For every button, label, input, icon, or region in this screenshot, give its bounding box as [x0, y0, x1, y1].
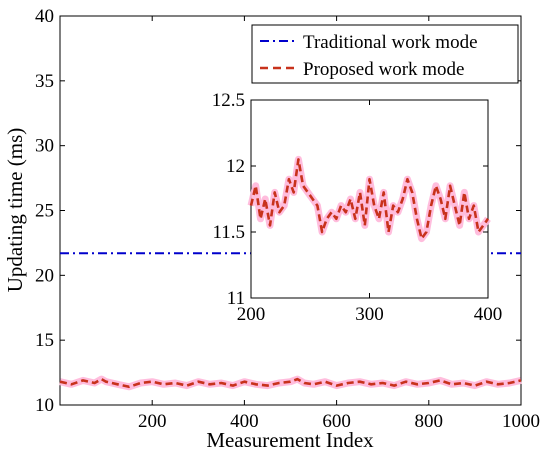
main-x-tick-label: 1000 [502, 411, 540, 432]
main-y-tick-label: 20 [35, 265, 54, 286]
inset-x-tick-label: 400 [474, 304, 503, 325]
main-y-tick-label: 35 [35, 71, 54, 92]
x-axis-title: Measurement Index [206, 428, 374, 452]
inset-x-tick-label: 300 [355, 304, 384, 325]
main-y-tick-label: 30 [35, 136, 54, 157]
main-x-tick-label: 800 [415, 411, 444, 432]
inset-y-tick-label: 11 [227, 288, 245, 309]
y-axis-title: Updating time (ms) [3, 128, 27, 292]
main-x-tick-label: 200 [138, 411, 167, 432]
legend-proposed-label: Proposed work mode [303, 59, 464, 80]
legend-traditional-label: Traditional work mode [303, 32, 478, 53]
legend: Traditional work mode Proposed work mode [252, 25, 518, 83]
inset-y-tick-label: 12 [226, 156, 245, 177]
main-y-tick-label: 25 [35, 201, 54, 222]
inset-y-tick-label: 12.5 [212, 90, 245, 111]
main-y-tick-label: 15 [35, 330, 54, 351]
inset-y-tick-label: 11.5 [212, 222, 245, 243]
main-y-tick-label: 10 [35, 395, 54, 416]
main-y-tick-label: 40 [35, 6, 54, 27]
